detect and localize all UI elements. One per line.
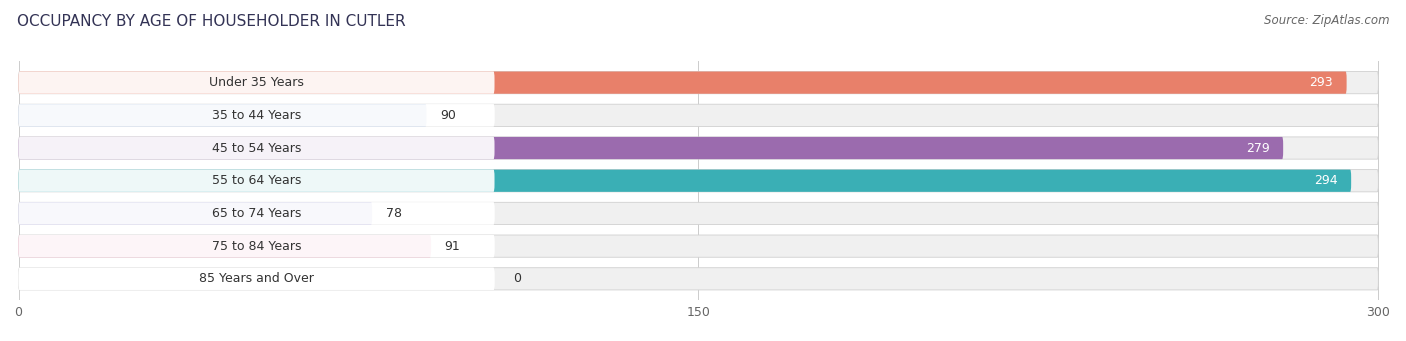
- Text: 293: 293: [1309, 76, 1333, 89]
- Text: 65 to 74 Years: 65 to 74 Years: [212, 207, 301, 220]
- FancyBboxPatch shape: [18, 235, 495, 257]
- FancyBboxPatch shape: [18, 169, 1378, 192]
- FancyBboxPatch shape: [18, 137, 495, 159]
- FancyBboxPatch shape: [18, 104, 495, 127]
- FancyBboxPatch shape: [18, 137, 495, 159]
- Text: 35 to 44 Years: 35 to 44 Years: [212, 109, 301, 122]
- Text: 75 to 84 Years: 75 to 84 Years: [212, 240, 301, 253]
- Text: Under 35 Years: Under 35 Years: [209, 76, 304, 89]
- Text: 91: 91: [444, 240, 460, 253]
- FancyBboxPatch shape: [18, 72, 495, 94]
- FancyBboxPatch shape: [18, 235, 495, 257]
- Text: 279: 279: [1246, 142, 1270, 154]
- FancyBboxPatch shape: [18, 104, 495, 127]
- Text: 85 Years and Over: 85 Years and Over: [200, 272, 314, 285]
- FancyBboxPatch shape: [18, 202, 373, 224]
- Text: 0: 0: [513, 272, 520, 285]
- FancyBboxPatch shape: [18, 169, 495, 192]
- FancyBboxPatch shape: [18, 104, 426, 127]
- FancyBboxPatch shape: [18, 202, 495, 224]
- FancyBboxPatch shape: [18, 137, 1284, 159]
- FancyBboxPatch shape: [18, 235, 432, 257]
- Text: Source: ZipAtlas.com: Source: ZipAtlas.com: [1264, 14, 1389, 27]
- Text: 90: 90: [440, 109, 456, 122]
- FancyBboxPatch shape: [18, 72, 495, 94]
- FancyBboxPatch shape: [18, 137, 1378, 159]
- Text: 294: 294: [1315, 174, 1337, 187]
- FancyBboxPatch shape: [18, 202, 495, 224]
- Text: 55 to 64 Years: 55 to 64 Years: [212, 174, 301, 187]
- FancyBboxPatch shape: [18, 169, 1351, 192]
- FancyBboxPatch shape: [18, 268, 1378, 290]
- FancyBboxPatch shape: [18, 235, 1378, 257]
- Text: OCCUPANCY BY AGE OF HOUSEHOLDER IN CUTLER: OCCUPANCY BY AGE OF HOUSEHOLDER IN CUTLE…: [17, 14, 405, 29]
- Text: 78: 78: [385, 207, 402, 220]
- FancyBboxPatch shape: [18, 104, 1378, 127]
- FancyBboxPatch shape: [18, 268, 495, 290]
- FancyBboxPatch shape: [18, 72, 1347, 94]
- Text: 45 to 54 Years: 45 to 54 Years: [212, 142, 301, 154]
- FancyBboxPatch shape: [18, 169, 495, 192]
- FancyBboxPatch shape: [18, 268, 495, 290]
- FancyBboxPatch shape: [18, 72, 1378, 94]
- FancyBboxPatch shape: [18, 202, 1378, 224]
